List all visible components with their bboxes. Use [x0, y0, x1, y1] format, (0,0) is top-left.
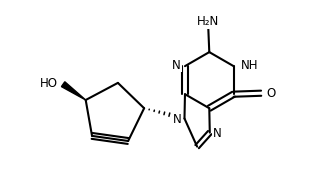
Text: N: N	[213, 127, 221, 140]
Text: H₂N: H₂N	[197, 15, 219, 28]
Text: N: N	[173, 113, 182, 126]
Text: NH: NH	[241, 59, 258, 72]
Text: N: N	[172, 59, 181, 72]
Text: O: O	[266, 87, 275, 100]
Text: HO: HO	[40, 77, 58, 90]
Polygon shape	[61, 82, 86, 100]
